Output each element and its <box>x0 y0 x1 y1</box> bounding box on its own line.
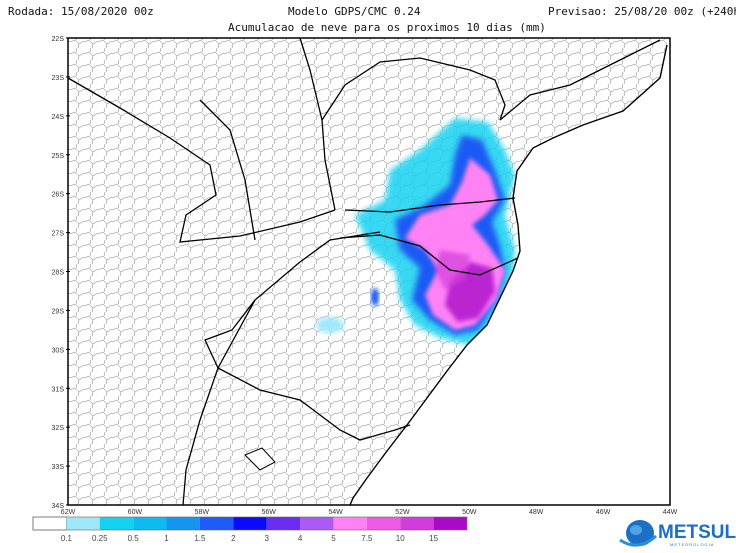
metsul-logo: METSUL METEOROLOGIA <box>618 518 736 550</box>
colorbar-swatch <box>66 517 100 530</box>
lat-label: 24S <box>52 114 65 121</box>
lon-label: 48W <box>529 509 544 516</box>
lat-label: 27S <box>52 231 65 238</box>
lat-label: 23S <box>52 75 65 82</box>
colorbar-label: 5 <box>331 534 336 543</box>
snow-accumulation-field <box>316 118 515 345</box>
colorbar-swatch <box>266 517 301 530</box>
lat-label: 26S <box>52 192 65 199</box>
lat-label: 28S <box>52 270 65 277</box>
colorbar-label: 1 <box>164 534 169 543</box>
lat-label: 34S <box>52 503 65 510</box>
lon-label: 56W <box>261 509 276 516</box>
colorbar-swatch <box>99 517 134 530</box>
colorbar-label: 2 <box>231 534 236 543</box>
colorbar-label: 0.1 <box>61 534 73 543</box>
run-time: Rodada: 15/08/2020 00z <box>8 5 154 18</box>
lat-label: 25S <box>52 153 65 160</box>
colorbar-label: 0.25 <box>92 534 108 543</box>
colorbar-swatch <box>433 517 467 530</box>
logo-tagline: METEOROLOGIA <box>670 542 715 547</box>
colorbar-label: 7.5 <box>361 534 373 543</box>
lon-label: 60W <box>128 509 143 516</box>
colorbar-label: 0.5 <box>128 534 140 543</box>
political-borders <box>67 37 661 506</box>
colorbar-swatch <box>300 517 334 530</box>
forecast-time: Previsao: 25/08/20 00z (+240h) <box>548 5 736 18</box>
lat-label: 32S <box>52 425 65 432</box>
colorbar-swatch <box>233 517 267 530</box>
lon-label: 44W <box>663 509 678 516</box>
logo-text: METSUL <box>658 522 736 543</box>
colorbar-label: 4 <box>298 534 303 543</box>
lon-label: 62W <box>61 509 76 516</box>
lat-label: 22S <box>52 36 65 43</box>
lon-label: 50W <box>462 509 477 516</box>
globe-icon <box>619 520 657 547</box>
lat-label: 31S <box>52 386 65 393</box>
colorbar-label: 10 <box>396 534 405 543</box>
lon-label: 46W <box>596 509 611 516</box>
lat-label: 33S <box>52 464 65 471</box>
colorbar-swatch <box>133 517 167 530</box>
colorbar-swatch <box>199 517 234 530</box>
colorbar-swatch <box>32 516 67 531</box>
lon-label: 52W <box>395 509 410 516</box>
snow-contour-light <box>316 317 344 333</box>
lat-label: 30S <box>52 347 65 354</box>
lat-label: 29S <box>52 308 65 315</box>
colorbar-swatch <box>366 517 401 530</box>
snow-contour-light <box>371 288 379 306</box>
colorbar-label: 3 <box>264 534 269 543</box>
colorbar-swatch <box>166 517 200 530</box>
model-name: Modelo GDPS/CMC 0.24 <box>288 5 421 18</box>
lon-label: 54W <box>328 509 343 516</box>
map-subtitle: Acumulacao de neve para os proximos 10 d… <box>228 21 546 34</box>
colorbar-frame <box>32 516 468 531</box>
lagoa-mirim <box>244 447 276 471</box>
colorbar-label: 15 <box>429 534 438 543</box>
colorbar-swatch <box>333 517 367 530</box>
colorbar-swatch <box>400 517 434 530</box>
lon-label: 58W <box>195 509 210 516</box>
municipal-borders <box>68 38 667 505</box>
colorbar-label: 1.5 <box>194 534 206 543</box>
coastline <box>349 44 668 506</box>
